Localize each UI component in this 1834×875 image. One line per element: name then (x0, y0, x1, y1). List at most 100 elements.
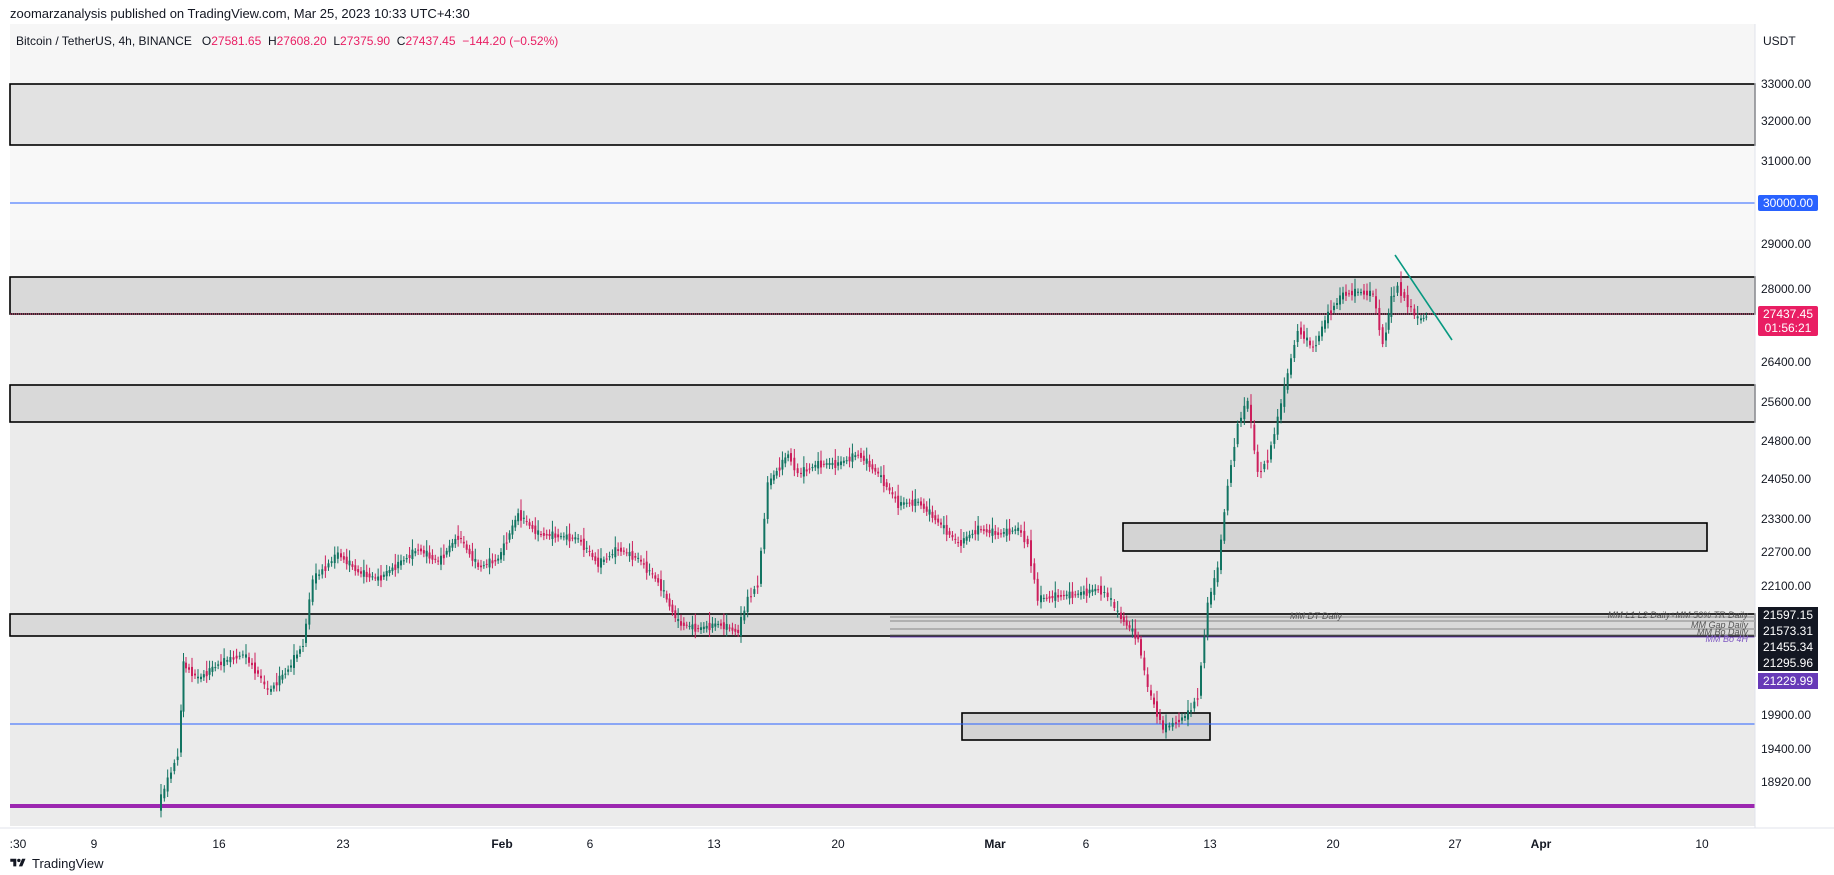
price-axis[interactable]: 33000.00 32000.00 31000.00 30000.00 29000.00… (1761, 77, 1811, 789)
price-tick-label: 26400.00 (1761, 355, 1811, 369)
candle-body (266, 688, 269, 690)
candle-body (602, 559, 605, 562)
candle-body (937, 518, 940, 523)
candle-body (1378, 307, 1381, 331)
candle-body (740, 617, 742, 636)
time-tick-label: 6 (1083, 837, 1090, 851)
currency-label[interactable]: USDT (1763, 34, 1796, 48)
trendline[interactable] (1394, 254, 1453, 341)
candle-body (1175, 722, 1177, 724)
candle-body (1014, 529, 1017, 531)
candle-body (691, 624, 694, 630)
candle-body (1193, 701, 1196, 709)
candle-body (781, 459, 784, 470)
candle-body (1184, 716, 1186, 718)
candle-body (182, 661, 185, 712)
candle-body (422, 550, 425, 554)
candle-body (574, 537, 577, 540)
candle-body (1250, 404, 1252, 422)
candle-body (1327, 311, 1329, 324)
candle-body (197, 676, 199, 679)
candle-body (388, 570, 391, 573)
candle-body (1122, 616, 1125, 622)
candle-body (1005, 528, 1008, 536)
mm-dt-label: MM DT Daily (1290, 611, 1342, 621)
candle-body (614, 547, 617, 558)
candle-body (537, 530, 540, 535)
candle-body (251, 662, 253, 666)
candle-body (248, 657, 250, 663)
candle-body (708, 622, 711, 631)
candle-body (1286, 373, 1289, 390)
candle-body (185, 662, 187, 669)
candle-body (677, 619, 680, 622)
candle-body (1097, 589, 1100, 591)
candle-body (860, 452, 862, 458)
candle-body (420, 548, 422, 552)
candle-body (857, 454, 860, 456)
price-tick-label: 32000.00 (1761, 114, 1811, 128)
candle-body (965, 536, 968, 541)
candle-body (766, 482, 769, 519)
candle-body (760, 550, 762, 584)
candle-body (1113, 602, 1116, 608)
candle-body (360, 571, 362, 574)
candle-body (605, 558, 608, 560)
candle-body (1246, 400, 1249, 409)
box-23k (1122, 522, 1708, 552)
symbol-legend[interactable]: Bitcoin / TetherUS, 4h, BINANCE O27581.6… (16, 34, 558, 48)
candle-body (1134, 628, 1137, 639)
candle-body (260, 675, 262, 679)
candle-body (877, 471, 880, 474)
candle-body (1270, 445, 1272, 460)
symbol-name[interactable]: Bitcoin / TetherUS, 4h, BINANCE (16, 34, 192, 48)
candle-body (505, 542, 508, 544)
candle-body (617, 549, 620, 551)
chart-canvas[interactable]: MM DT Daily MM L1 L2 Daily+MM 50% TR Dai… (0, 24, 1834, 852)
candle-body (284, 673, 287, 675)
candle-body (1036, 578, 1039, 601)
brand-name: TradingView (32, 855, 104, 871)
candle-body (287, 669, 290, 672)
candle-body (275, 682, 278, 686)
candle-body (960, 540, 962, 546)
candle-body (191, 666, 193, 677)
candle-body (917, 501, 920, 503)
footer-brand[interactable]: TradingView (10, 852, 104, 874)
candle-body (437, 560, 440, 562)
candle-body (805, 469, 808, 472)
candle-body (1033, 563, 1036, 580)
candle-body (778, 467, 781, 471)
candle-body (522, 517, 525, 519)
candle-body (734, 628, 737, 632)
candle-body (465, 544, 468, 550)
candle-body (743, 610, 746, 621)
candle-body (1020, 530, 1022, 533)
candle-body (1094, 588, 1097, 592)
candle-body (1226, 485, 1229, 511)
candle-body (831, 462, 834, 466)
candle-body (1420, 318, 1422, 321)
candle-body (700, 627, 702, 631)
candle-body (608, 556, 611, 558)
candle-body (1002, 532, 1005, 534)
candle-body (1396, 285, 1399, 293)
candle-body (245, 654, 247, 658)
candle-body (497, 558, 500, 561)
candle-body (1293, 344, 1296, 359)
candle-body (545, 533, 548, 536)
candle-body (440, 555, 442, 565)
candle-body (654, 575, 657, 579)
candle-body (828, 462, 831, 466)
candle-body (837, 462, 840, 466)
time-axis[interactable]: :30 9 16 23 Feb 6 13 20 Mar 6 13 20 27 Apr 10 (10, 837, 1709, 851)
candle-body (1233, 446, 1236, 462)
candle-body (1357, 291, 1359, 293)
candle-body (634, 556, 637, 558)
candle-body (1220, 539, 1222, 571)
candle-body (702, 626, 705, 630)
candle-body (1336, 303, 1338, 305)
candle-body (525, 521, 528, 523)
candle-body (1131, 628, 1134, 632)
candle-body (882, 474, 885, 486)
